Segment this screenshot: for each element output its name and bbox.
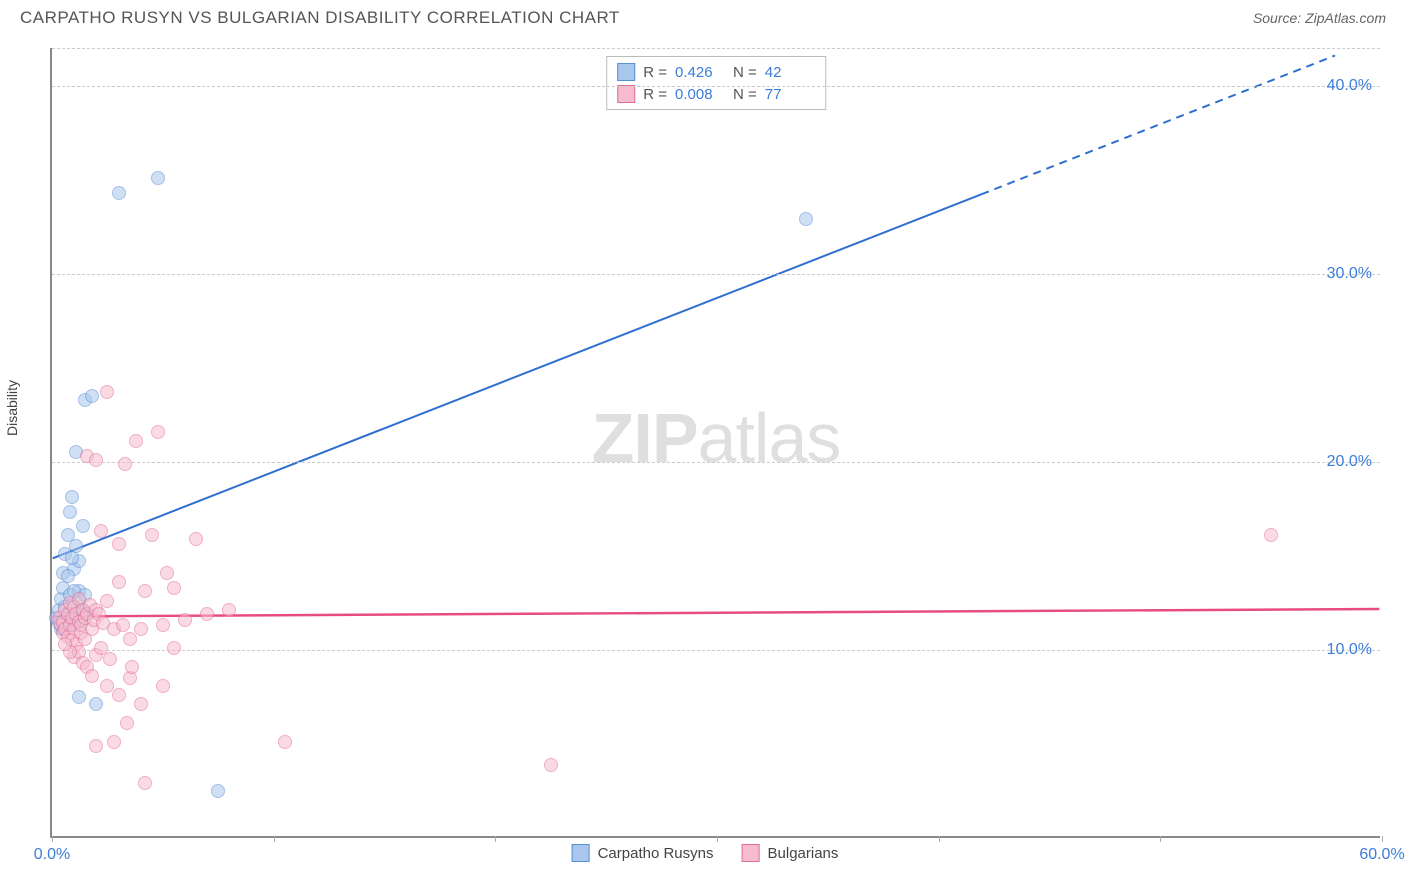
x-tick xyxy=(274,836,275,842)
scatter-point xyxy=(100,594,114,608)
chart-container: Disability ZIPatlas R =0.426N =42R =0.00… xyxy=(20,38,1390,868)
scatter-point xyxy=(89,453,103,467)
x-tick xyxy=(52,836,53,842)
scatter-point xyxy=(125,660,139,674)
scatter-point xyxy=(85,669,99,683)
scatter-point xyxy=(544,758,558,772)
scatter-point xyxy=(189,532,203,546)
legend-swatch xyxy=(742,844,760,862)
scatter-point xyxy=(58,637,72,651)
scatter-point xyxy=(167,581,181,595)
scatter-point xyxy=(138,776,152,790)
legend-swatch xyxy=(617,85,635,103)
scatter-point xyxy=(107,735,121,749)
legend-series-item: Carpatho Rusyns xyxy=(572,844,714,862)
scatter-point xyxy=(120,716,134,730)
scatter-point xyxy=(156,618,170,632)
scatter-point xyxy=(151,425,165,439)
scatter-point xyxy=(63,505,77,519)
scatter-point xyxy=(76,519,90,533)
plot-area: ZIPatlas R = 0.426 N = 42 R = 0.008 N = 77 10.0… xyxy=(50,48,1380,838)
legend-label: N = xyxy=(733,86,757,103)
x-tick-label: 0.0% xyxy=(34,846,70,864)
grid-line xyxy=(52,48,1380,49)
scatter-point xyxy=(222,603,236,617)
grid-line xyxy=(52,274,1380,275)
scatter-point xyxy=(100,385,114,399)
scatter-point xyxy=(134,622,148,636)
scatter-point xyxy=(112,537,126,551)
x-tick xyxy=(1382,836,1383,842)
legend-series-item: Bulgarians xyxy=(742,844,839,862)
x-tick xyxy=(495,836,496,842)
x-tick-label: 60.0% xyxy=(1359,846,1404,864)
legend-n-value: 42 xyxy=(765,64,815,81)
scatter-point xyxy=(134,697,148,711)
scatter-point xyxy=(89,697,103,711)
legend-swatch xyxy=(617,63,635,81)
scatter-point xyxy=(103,652,117,666)
x-tick xyxy=(939,836,940,842)
legend-series-name: Carpatho Rusyns xyxy=(598,845,714,862)
chart-header: CARPATHO RUSYN VS BULGARIAN DISABILITY C… xyxy=(0,0,1406,32)
scatter-point xyxy=(178,613,192,627)
legend-label: R = xyxy=(643,64,667,81)
scatter-point xyxy=(156,679,170,693)
scatter-point xyxy=(278,735,292,749)
scatter-point xyxy=(112,575,126,589)
correlation-legend: R = 0.426 N = 42 R = 0.008 N = 77 xyxy=(606,56,826,110)
grid-line xyxy=(52,462,1380,463)
chart-title: CARPATHO RUSYN VS BULGARIAN DISABILITY C… xyxy=(20,8,620,28)
x-tick xyxy=(717,836,718,842)
y-tick-label: 40.0% xyxy=(1327,77,1372,95)
legend-r-value: 0.008 xyxy=(675,86,725,103)
scatter-point xyxy=(65,551,79,565)
scatter-point xyxy=(65,490,79,504)
trend-lines xyxy=(52,48,1380,836)
scatter-point xyxy=(85,389,99,403)
y-tick-label: 20.0% xyxy=(1327,453,1372,471)
chart-source: Source: ZipAtlas.com xyxy=(1253,10,1386,26)
scatter-point xyxy=(160,566,174,580)
legend-swatch xyxy=(572,844,590,862)
legend-r-value: 0.426 xyxy=(675,64,725,81)
legend-series-name: Bulgarians xyxy=(768,845,839,862)
scatter-point xyxy=(94,524,108,538)
scatter-point xyxy=(72,690,86,704)
scatter-point xyxy=(61,569,75,583)
grid-line xyxy=(52,86,1380,87)
y-axis-label: Disability xyxy=(4,380,20,436)
scatter-point xyxy=(129,434,143,448)
scatter-point xyxy=(145,528,159,542)
y-tick-label: 10.0% xyxy=(1327,641,1372,659)
scatter-point xyxy=(116,618,130,632)
scatter-point xyxy=(1264,528,1278,542)
legend-n-value: 77 xyxy=(765,86,815,103)
scatter-point xyxy=(151,171,165,185)
legend-label: R = xyxy=(643,86,667,103)
legend-correlation-row: R = 0.426 N = 42 xyxy=(617,61,815,83)
scatter-point xyxy=(167,641,181,655)
scatter-point xyxy=(89,739,103,753)
scatter-point xyxy=(112,688,126,702)
scatter-point xyxy=(112,186,126,200)
scatter-point xyxy=(118,457,132,471)
x-tick xyxy=(1160,836,1161,842)
scatter-point xyxy=(138,584,152,598)
scatter-point xyxy=(211,784,225,798)
y-tick-label: 30.0% xyxy=(1327,265,1372,283)
legend-label: N = xyxy=(733,64,757,81)
scatter-point xyxy=(100,679,114,693)
scatter-point xyxy=(200,607,214,621)
series-legend: Carpatho Rusyns Bulgarians xyxy=(572,844,839,862)
watermark: ZIPatlas xyxy=(592,398,841,478)
scatter-point xyxy=(799,212,813,226)
grid-line xyxy=(52,650,1380,651)
